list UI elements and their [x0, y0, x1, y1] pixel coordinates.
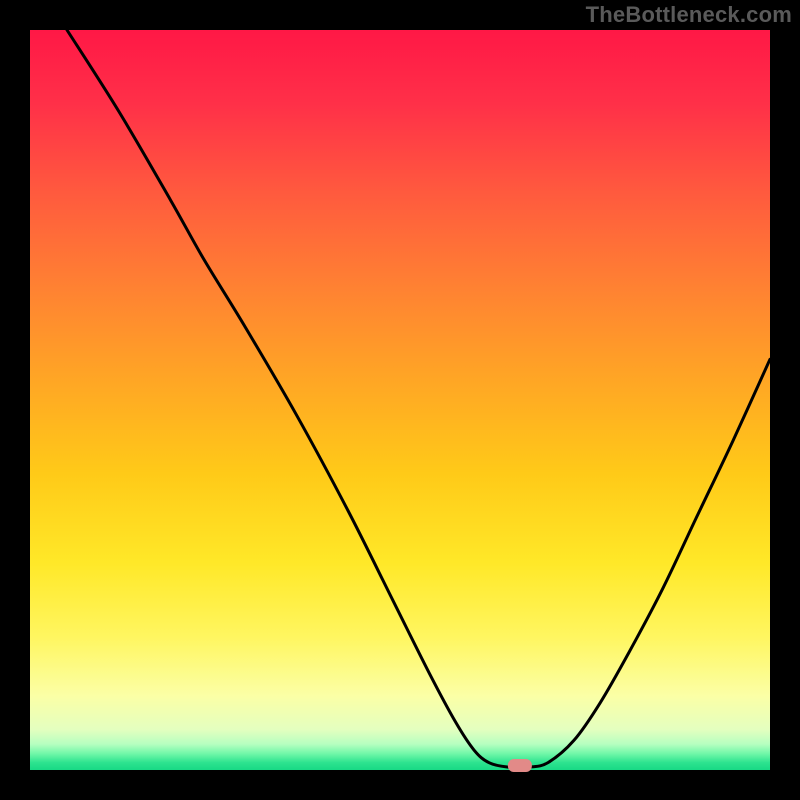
bottleneck-chart: [0, 0, 800, 800]
plot-background: [30, 30, 770, 770]
chart-frame: TheBottleneck.com: [0, 0, 800, 800]
watermark-text: TheBottleneck.com: [586, 2, 792, 28]
minimum-marker: [508, 759, 532, 772]
